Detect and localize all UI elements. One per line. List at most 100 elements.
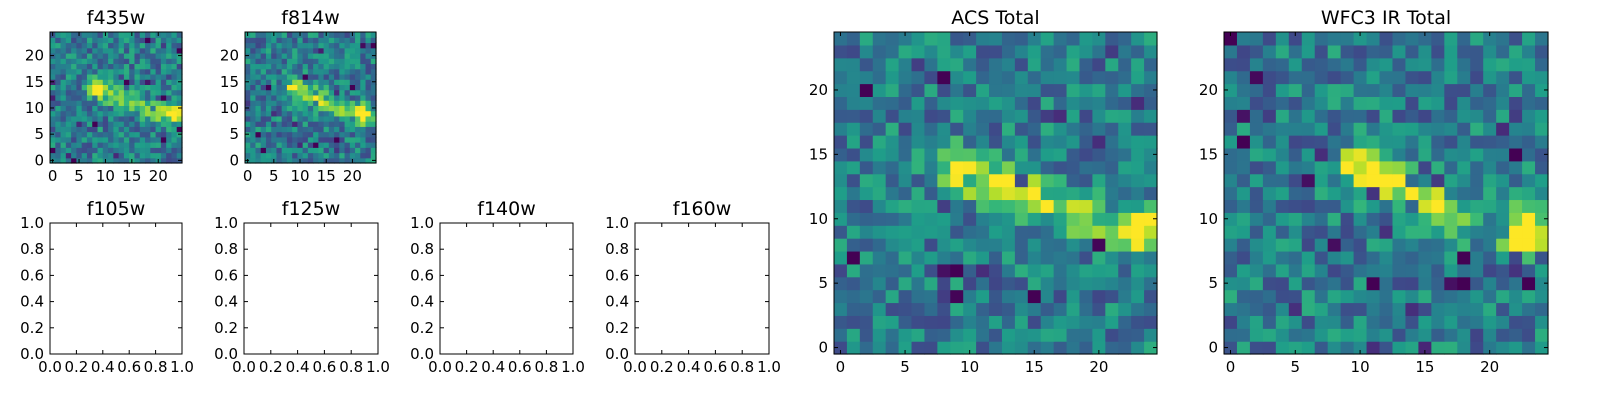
heatmap-cell — [1275, 173, 1290, 188]
heatmap-cell — [1314, 44, 1329, 59]
heatmap-cell — [1470, 135, 1484, 149]
heatmap-cell — [176, 147, 183, 154]
heatmap-cell — [898, 225, 913, 239]
heatmap-cell — [176, 42, 183, 49]
heatmap-cell — [50, 84, 56, 91]
heatmap-cell — [898, 250, 913, 265]
heatmap-cell — [1236, 173, 1251, 188]
heatmap-cell — [963, 70, 977, 85]
heatmap-cell — [255, 152, 262, 159]
heatmap-cell — [355, 58, 361, 65]
heatmap-cell — [885, 276, 900, 291]
heatmap-cell — [989, 289, 1003, 304]
heatmap-cell — [171, 42, 178, 49]
heatmap-cell — [245, 89, 251, 96]
heatmap-cell — [1027, 199, 1042, 213]
heatmap-cell — [150, 79, 157, 85]
heatmap-cell — [976, 250, 990, 265]
heatmap-cell — [1418, 276, 1432, 291]
heatmap-cell — [1131, 32, 1145, 46]
heatmap-cell — [1366, 83, 1381, 97]
heatmap-cell — [1027, 109, 1042, 123]
heatmap-cell — [1105, 289, 1119, 304]
heatmap-cell — [1431, 225, 1445, 239]
heatmap-cell — [118, 84, 125, 91]
heatmap-cell — [134, 32, 141, 38]
heatmap-cell — [65, 89, 72, 96]
heatmap-cell — [113, 126, 120, 133]
heatmap-cell — [344, 147, 351, 154]
heatmap-cell — [271, 110, 278, 117]
heatmap-cell — [1027, 32, 1042, 46]
heatmap-cell — [1483, 341, 1497, 355]
heatmap-cell — [281, 94, 288, 101]
heatmap-cell — [102, 89, 109, 96]
heatmap-cell — [937, 276, 951, 291]
heatmap-cell — [1288, 212, 1303, 226]
heatmap-cell — [1288, 199, 1303, 213]
heatmap-cell — [297, 147, 304, 154]
heatmap-cell — [307, 47, 314, 54]
heatmap-cell — [307, 68, 314, 75]
y-tick-label: 15 — [220, 73, 239, 91]
heatmap-cell — [102, 73, 109, 80]
heatmap-cell — [97, 63, 104, 70]
heatmap-cell — [1105, 109, 1119, 123]
heatmap-cell — [297, 131, 304, 138]
y-tick-label: 20 — [25, 47, 44, 65]
heatmap-cell — [334, 142, 340, 148]
heatmap-cell — [171, 73, 178, 80]
heatmap-cell — [1053, 32, 1068, 46]
heatmap-cell — [339, 73, 346, 80]
heatmap-cell — [1066, 263, 1081, 278]
heatmap-cell — [859, 135, 874, 149]
heatmap-cell — [1314, 186, 1329, 201]
x-tick-label: 5 — [1291, 358, 1301, 376]
heatmap-cell — [1353, 83, 1368, 97]
heatmap-cell — [1327, 276, 1342, 291]
heatmap-cell — [92, 37, 99, 44]
heatmap-cell — [92, 152, 99, 159]
heatmap-cell — [355, 94, 361, 101]
heatmap-cell — [302, 47, 309, 54]
heatmap-cell — [245, 94, 251, 101]
heatmap-cell — [81, 73, 88, 80]
heatmap-cell — [145, 105, 151, 112]
heatmap-cell — [1418, 44, 1432, 59]
heatmap-cell — [1340, 289, 1355, 304]
heatmap-cell — [171, 58, 178, 65]
heatmap-cell — [286, 110, 293, 117]
heatmap-cell — [1092, 160, 1106, 175]
heatmap-cell — [1483, 83, 1497, 97]
heatmap-cell — [1027, 160, 1042, 175]
heatmap-cell — [911, 225, 926, 239]
heatmap-cell — [50, 42, 56, 49]
heatmap-cell — [323, 131, 330, 138]
heatmap-cell — [86, 63, 93, 70]
heatmap-cell — [1496, 83, 1510, 97]
heatmap-cell — [86, 121, 93, 127]
heatmap-cell — [302, 105, 309, 112]
heatmap-cell — [134, 152, 141, 159]
heatmap-cell — [323, 115, 330, 122]
heatmap-cell — [1014, 44, 1029, 59]
heatmap-cell — [1405, 276, 1419, 291]
heatmap-cell — [292, 32, 298, 38]
heatmap-cell — [1483, 173, 1497, 188]
heatmap-cell — [1275, 96, 1290, 110]
heatmap-cell — [334, 136, 340, 143]
heatmap-cell — [129, 142, 136, 148]
heatmap-cell — [1431, 109, 1445, 123]
heatmap-cell — [349, 142, 356, 148]
heatmap-cell — [307, 42, 314, 49]
heatmap-cell — [245, 121, 251, 127]
heatmap-cell — [1040, 225, 1055, 239]
heatmap-cell — [1522, 199, 1536, 213]
heatmap-cell — [1262, 32, 1277, 46]
heatmap-cell — [370, 84, 377, 91]
heatmap-cell — [1118, 135, 1132, 149]
heatmap-cell — [260, 73, 267, 80]
heatmap-cell — [1001, 302, 1016, 316]
heatmap-cell — [102, 84, 109, 91]
heatmap-cell — [171, 37, 178, 44]
